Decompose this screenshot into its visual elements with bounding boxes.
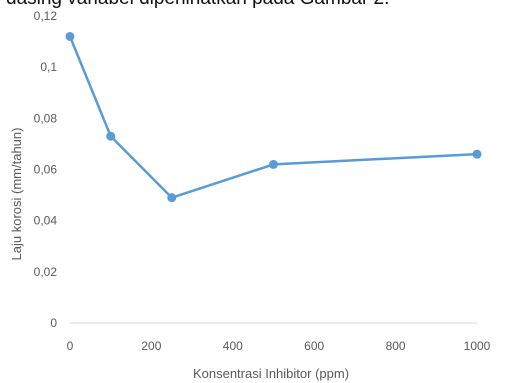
- y-tick-label: 0,04: [34, 214, 58, 228]
- x-axis-title: Konsentrasi Inhibitor (ppm): [193, 366, 349, 381]
- data-point: [167, 193, 177, 203]
- x-tick-label: 600: [304, 339, 324, 353]
- x-tick-label: 200: [141, 339, 161, 353]
- x-tick-label: 1000: [464, 339, 491, 353]
- y-tick-label: 0,08: [34, 111, 58, 125]
- x-tick-label: 400: [223, 339, 243, 353]
- data-point: [65, 31, 75, 41]
- x-tick-label: 800: [386, 339, 406, 353]
- data-point: [269, 159, 278, 169]
- y-tick-label: 0: [50, 316, 57, 330]
- y-tick-label: 0,02: [34, 265, 58, 279]
- caption-fragment: dasing variabel diperlihatkan pada Gamba…: [6, 0, 389, 10]
- y-tick-label: 0,1: [40, 60, 57, 74]
- data-point: [472, 149, 482, 159]
- x-tick-label: 0: [67, 339, 74, 353]
- data-point: [106, 131, 116, 141]
- y-axis: 0 0,02 0,04 0,06 0,08 0,1 0,12: [34, 9, 58, 330]
- series-group: [65, 31, 482, 203]
- y-tick-label: 0,06: [34, 163, 58, 177]
- x-axis: 0 200 400 600 800 1000: [67, 322, 491, 353]
- y-axis-title: Laju korosi (mm/tahun): [9, 128, 24, 261]
- y-tick-label: 0,12: [34, 9, 58, 23]
- series-line: [68, 35, 478, 199]
